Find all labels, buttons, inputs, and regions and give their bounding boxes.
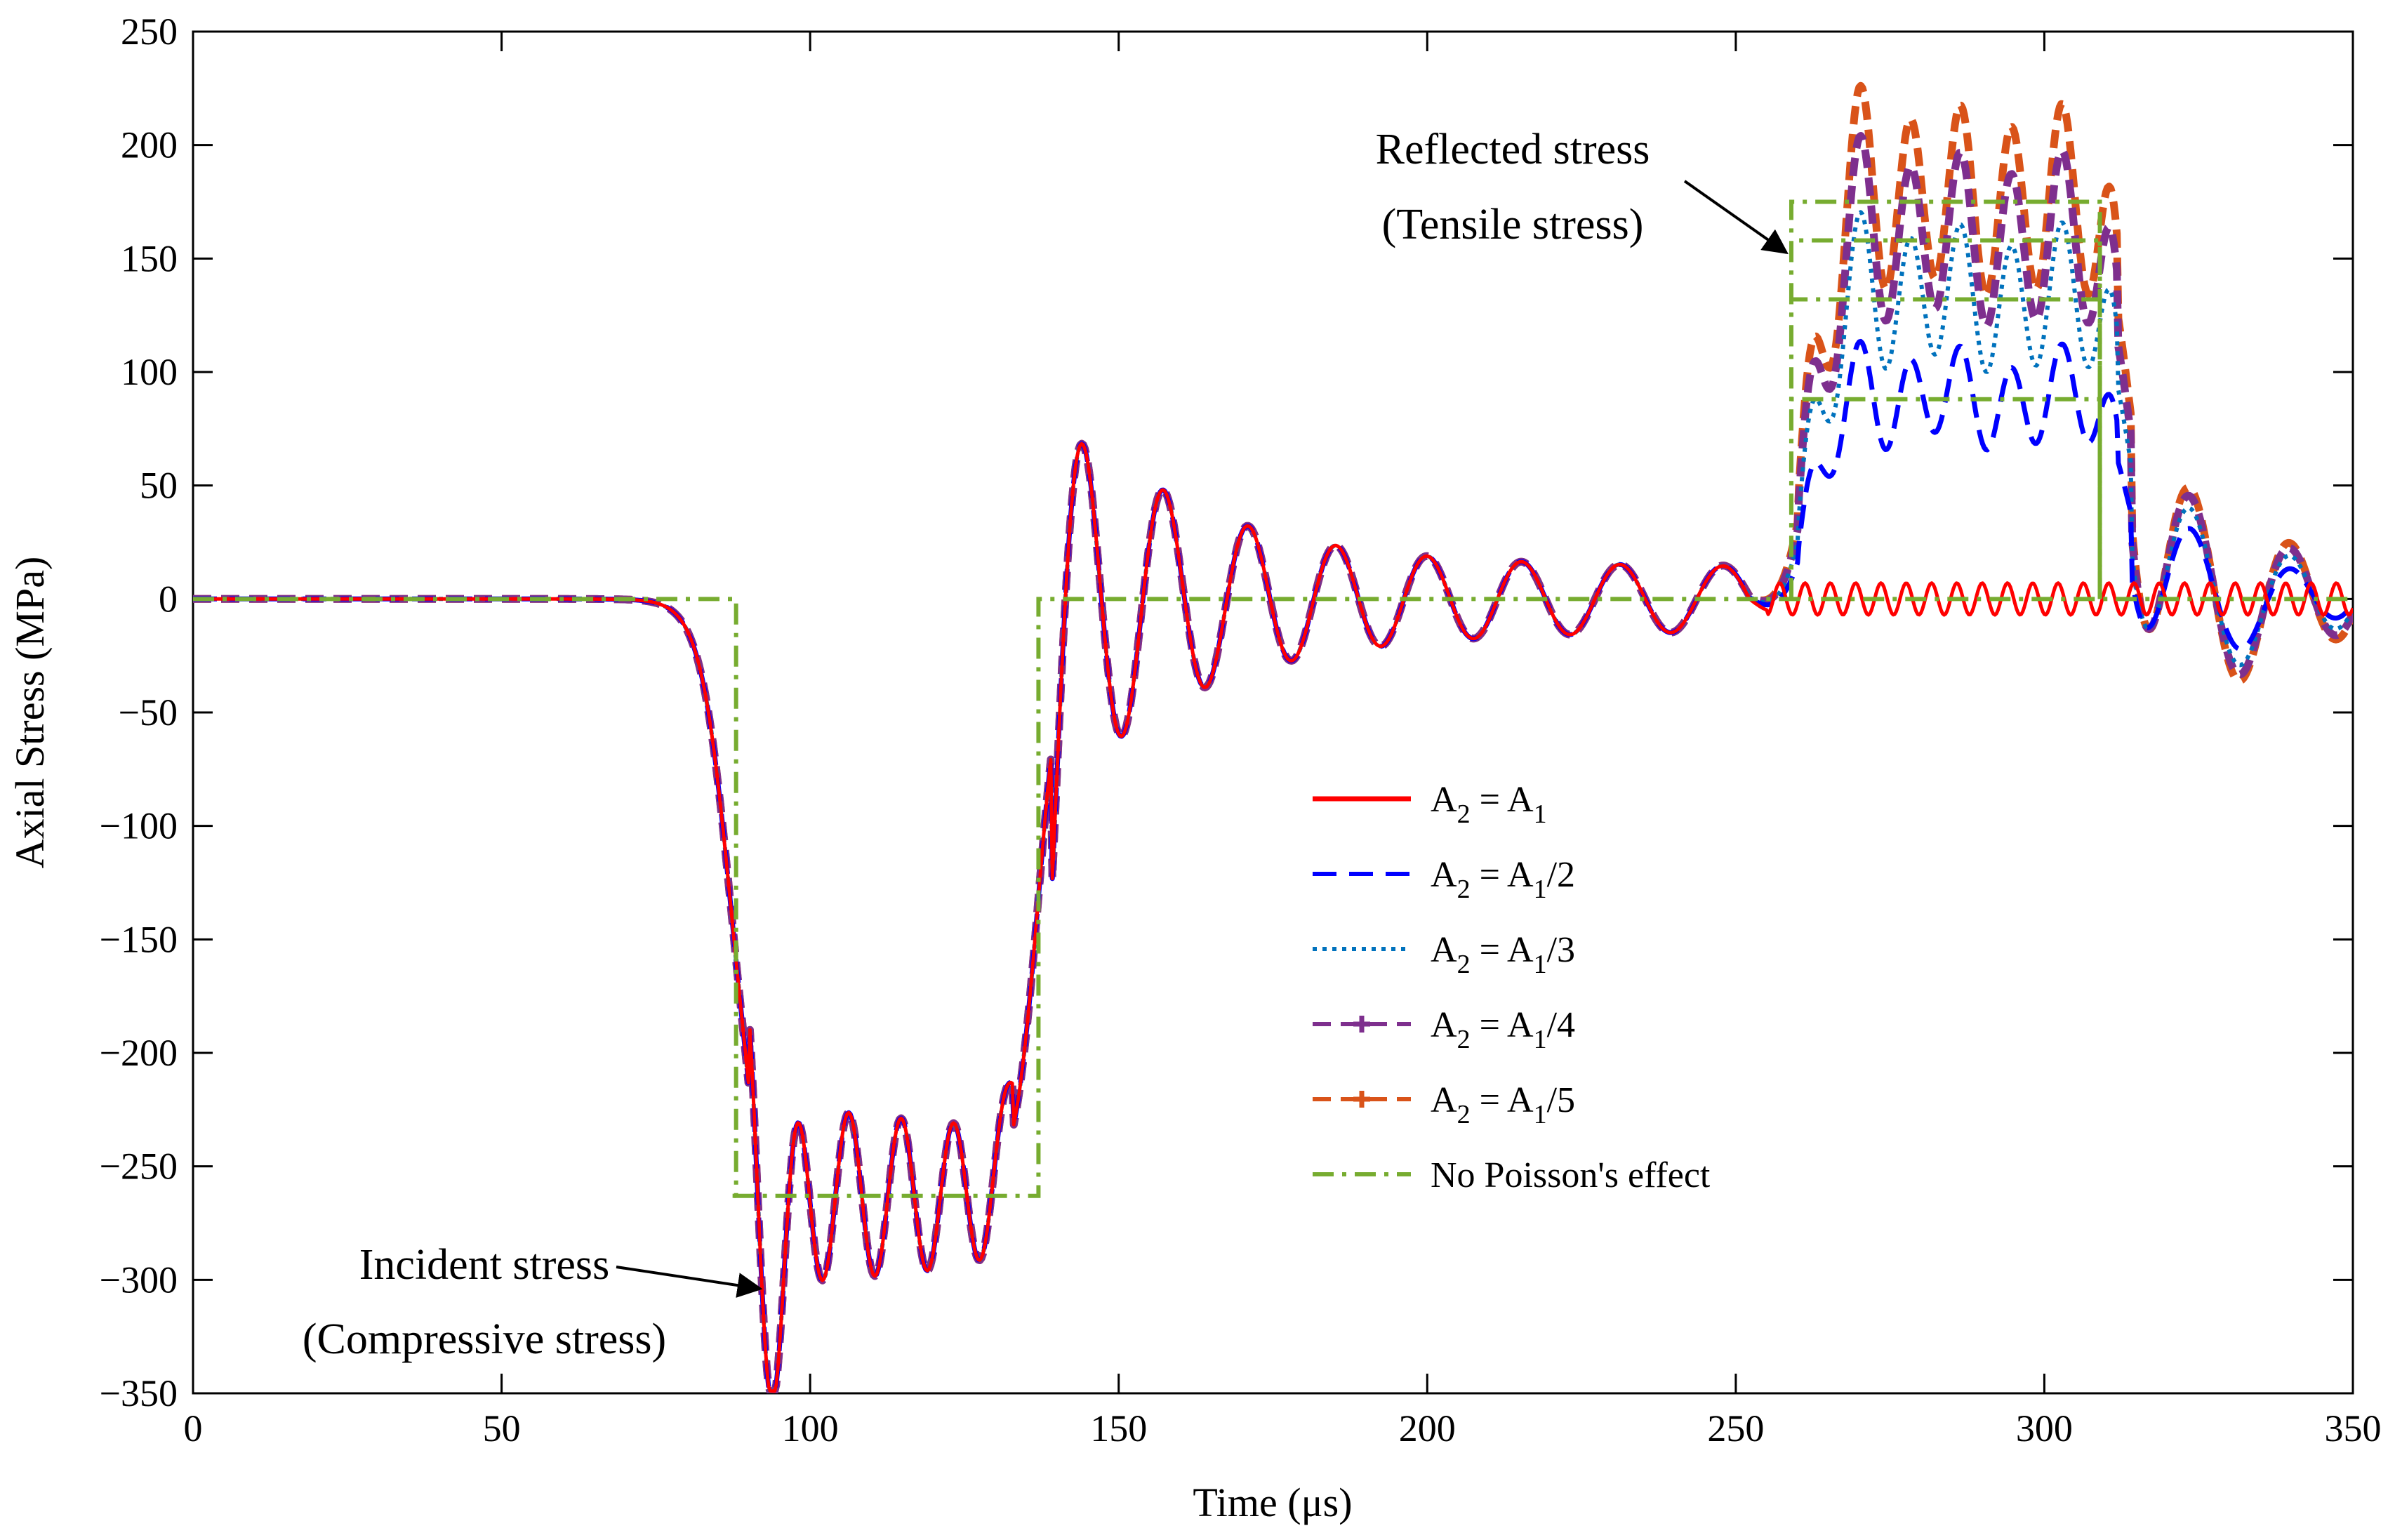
x-axis-title: Time (μs) <box>1193 1480 1352 1525</box>
y-tick-label: −50 <box>119 691 178 734</box>
y-tick-label: −150 <box>100 918 178 960</box>
legend-label-3: A2 = A1/3 <box>1431 930 1575 979</box>
legend-marker <box>1353 1091 1370 1108</box>
y-tick-label: 200 <box>121 124 178 166</box>
y-tick-label: 250 <box>121 11 178 53</box>
x-tick-label: 100 <box>782 1407 839 1449</box>
axis-tick-labels: 0 50 100 150 200 250 300 350 −350 −300 −250 −200 −15… <box>100 11 2382 1449</box>
reflected-annotation-line2: (Tensile stress) <box>1382 201 1644 248</box>
x-tick-label: 150 <box>1090 1407 1147 1449</box>
y-tick-label: −250 <box>100 1146 178 1188</box>
legend-label-1: A2 = A1 <box>1431 780 1547 829</box>
y-tick-label: 100 <box>121 351 178 393</box>
incident-annotation-line1: Incident stress <box>359 1241 609 1289</box>
x-tick-label: 0 <box>184 1407 203 1449</box>
legend-label-2: A2 = A1/2 <box>1431 855 1575 904</box>
legend: A2 = A1 A2 = A1/2 A2 = A1/3 A2 = A1/4 A2 = A… <box>1313 780 1711 1195</box>
y-tick-label: 150 <box>121 237 178 279</box>
incident-annotation-line2: (Compressive stress) <box>303 1315 666 1363</box>
no-poisson-line <box>193 597 2353 1198</box>
x-tick-label: 250 <box>1707 1407 1764 1449</box>
no-poisson-reflected-box <box>1789 199 2102 599</box>
incident-arrow <box>616 1266 763 1298</box>
legend-label-4: A2 = A1/4 <box>1431 1005 1575 1054</box>
no-poisson-reflected-box <box>1789 297 2102 599</box>
axis-ticks <box>192 30 2354 1395</box>
series-layer <box>193 81 2353 1393</box>
plot-frame <box>192 30 2354 1395</box>
y-tick-label: 0 <box>159 578 178 620</box>
y-tick-label: −350 <box>100 1372 178 1414</box>
legend-label-6: No Poisson's effect <box>1431 1155 1711 1195</box>
y-tick-label: 50 <box>140 465 178 507</box>
legend-label-5: A2 = A1/5 <box>1431 1080 1575 1129</box>
reflected-arrow <box>1683 180 1789 255</box>
y-axis-title: Axial Stress (MPa) <box>7 557 53 869</box>
x-tick-label: 200 <box>1399 1407 1456 1449</box>
y-tick-label: −300 <box>100 1259 178 1301</box>
series-line-1 <box>193 442 2353 1393</box>
y-tick-label: −100 <box>100 805 178 847</box>
x-tick-label: 300 <box>2016 1407 2073 1449</box>
legend-marker <box>1353 1016 1370 1033</box>
x-tick-label: 350 <box>2325 1407 2382 1449</box>
y-tick-label: −200 <box>100 1032 178 1074</box>
reflected-annotation-line1: Reflected stress <box>1376 126 1650 173</box>
x-tick-label: 50 <box>483 1407 521 1449</box>
